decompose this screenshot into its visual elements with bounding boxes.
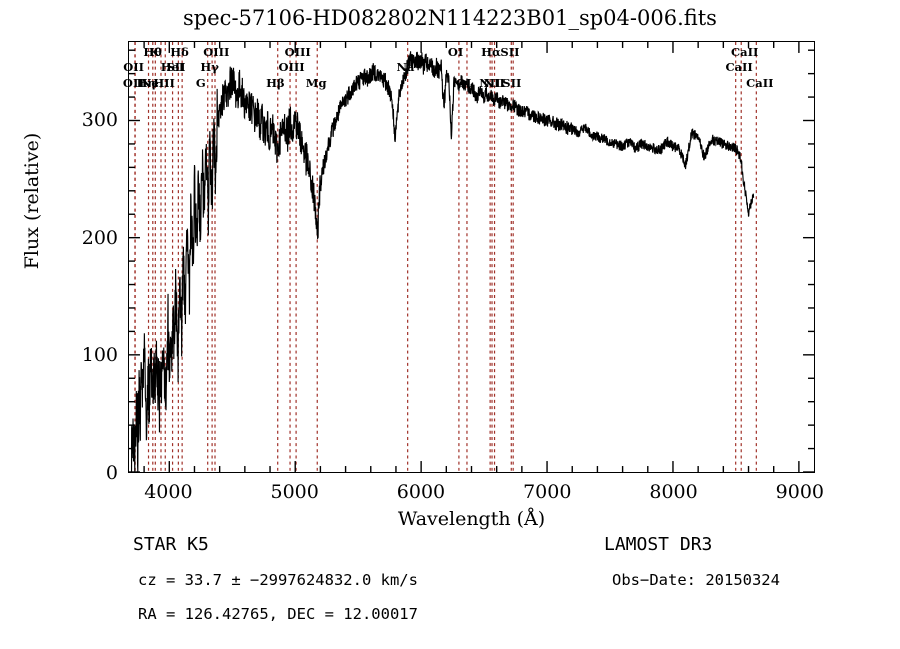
redshift-velocity: cz = 33.7 ± −2997624832.0 km/s — [138, 571, 418, 589]
line-id-label: OIII — [284, 45, 311, 59]
y-tick-label: 0 — [105, 462, 118, 484]
line-id-label: Hγ — [200, 60, 219, 74]
line-id-label: Hθ — [143, 45, 162, 59]
line-id-label: OI — [447, 45, 464, 59]
line-id-label: NII — [479, 76, 501, 90]
spectrum-canvas — [129, 42, 814, 472]
line-id-label: HeI — [160, 60, 185, 74]
line-id-label: OII — [122, 76, 144, 90]
spectrum-trace — [130, 51, 755, 472]
line-id-label: Mg — [305, 76, 327, 90]
line-id-label: OII — [123, 60, 144, 74]
line-id-label: Hβ — [266, 76, 285, 90]
plot-area — [128, 41, 815, 473]
x-tick-label: 4000 — [144, 481, 193, 503]
line-id-label: Hδ — [170, 45, 189, 59]
y-tick-label: 200 — [81, 226, 118, 249]
line-id-label: G — [195, 76, 206, 90]
x-tick-label: 6000 — [396, 481, 446, 503]
observation-date: Obs−Date: 20150324 — [612, 571, 780, 589]
x-axis-label: Wavelength (Å) — [397, 508, 546, 530]
line-id-label: H — [153, 76, 165, 90]
object-class: STAR K5 — [133, 534, 209, 555]
line-id-label: OIII — [278, 60, 305, 74]
page-title: spec-57106-HD082802N114223B01_sp04-006.f… — [183, 6, 717, 30]
x-tick-label: 8000 — [649, 481, 698, 503]
line-id-label: SII — [502, 76, 522, 90]
coordinates: RA = 126.42765, DEC = 12.00017 — [138, 605, 418, 623]
y-tick-label: 100 — [81, 344, 118, 367]
line-id-label: SII — [500, 45, 520, 59]
x-tick-label: 7000 — [523, 481, 572, 503]
line-id-label: OIII — [203, 45, 230, 59]
line-id-label: CaII — [746, 76, 774, 90]
line-id-label: Na — [396, 60, 415, 74]
survey-name: LAMOST DR3 — [604, 534, 713, 555]
line-id-label: NII — [483, 76, 505, 90]
line-id-label: CaII — [731, 45, 759, 59]
line-id-label: NeIII — [140, 76, 175, 90]
x-tick-label: 5000 — [270, 481, 319, 503]
line-id-label: Hη — [136, 76, 156, 90]
y-tick-label: 300 — [81, 108, 118, 131]
line-id-label: SII — [166, 60, 186, 74]
line-id-label: K — [149, 45, 160, 59]
line-id-label: CaII — [725, 60, 753, 74]
y-axis-label: Flux (relative) — [21, 132, 43, 270]
line-id-label: OI — [455, 76, 472, 90]
x-tick-label: 9000 — [775, 481, 825, 503]
line-id-label: Hα — [481, 45, 501, 59]
